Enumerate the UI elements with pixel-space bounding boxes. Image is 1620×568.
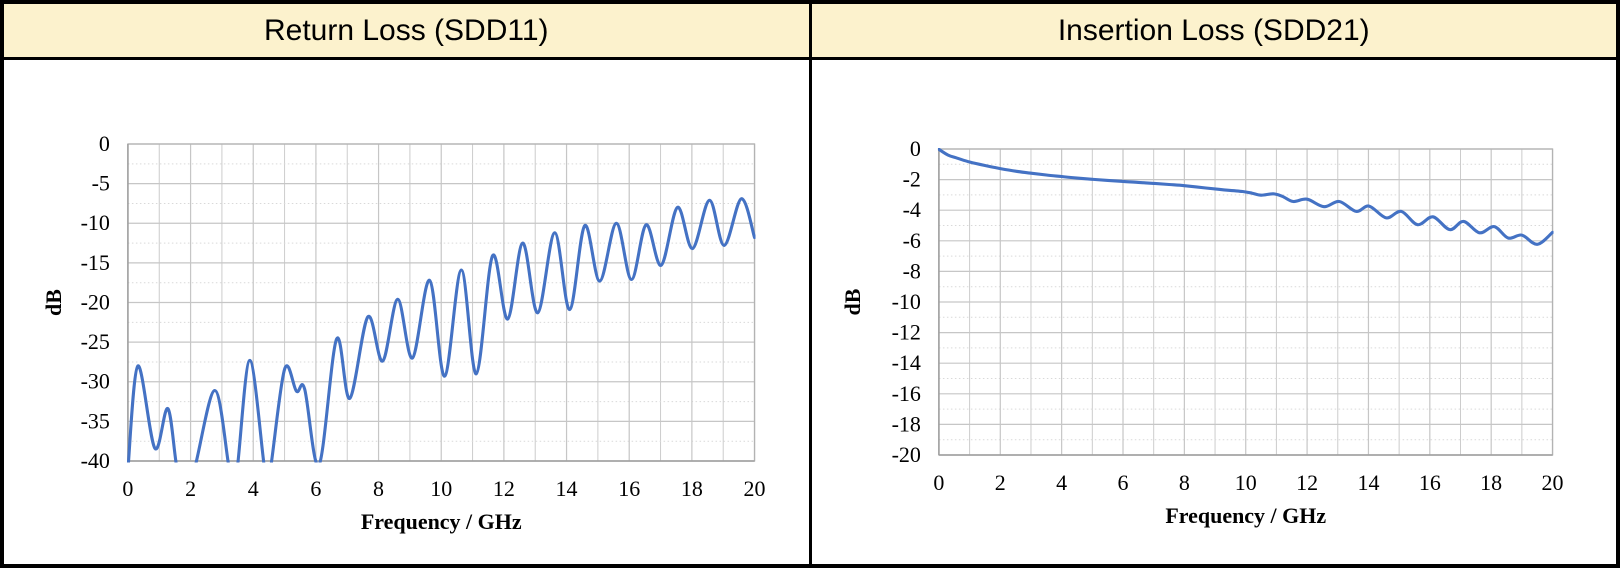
x-tick-label: 20: [744, 476, 766, 501]
x-tick-label: 8: [1178, 470, 1189, 495]
x-tick-label: 12: [1296, 470, 1318, 495]
x-axis-title: Frequency / GHz: [361, 509, 522, 534]
x-tick-label: 0: [122, 476, 133, 501]
return-loss-chart: 0 -5 -10 -15 -20 -25 -30 -35 -40 0 2 4 6 8 10 12 14 16 18 2…: [41, 131, 766, 534]
x-tick-label: 0: [933, 470, 944, 495]
series-line-sdd11: [126, 197, 756, 463]
y-tick-label: -10: [891, 289, 920, 314]
series-line-sdd21: [937, 148, 1554, 246]
x-tick-label: 18: [1480, 470, 1502, 495]
y-tick-label: -4: [902, 197, 920, 222]
x-tick-label: 16: [618, 476, 640, 501]
x-tick-label: 12: [493, 476, 515, 501]
header-cell-return-loss: Return Loss (SDD11): [4, 4, 809, 57]
y-tick-label: -12: [891, 320, 920, 345]
x-tick-label: 2: [994, 470, 1005, 495]
return-loss-header-label: Return Loss (SDD11): [263, 13, 549, 47]
y-axis-title: dB: [41, 289, 66, 316]
insertion-loss-chart-cell: 0 -2 -4 -6 -8 -10 -12 -14 -16 -18 -20 0 2 4 6 8 10 12 14 16…: [808, 60, 1616, 564]
y-tick-label: 0: [909, 136, 920, 161]
return-loss-chart-cell: 0 -5 -10 -15 -20 -25 -30 -35 -40 0 2 4 6 8 10 12 14 16 18 2…: [4, 60, 809, 564]
x-tick-label: 8: [373, 476, 384, 501]
insertion-loss-header-label: Insertion Loss (SDD21): [1057, 13, 1370, 47]
x-tick-label: 20: [1541, 470, 1563, 495]
x-tick-label: 10: [430, 476, 452, 501]
y-tick-label: -16: [891, 381, 920, 406]
y-tick-label: -20: [891, 442, 920, 467]
x-tick-label: 2: [185, 476, 196, 501]
y-axis-title: dB: [839, 288, 864, 315]
y-tick-label: -25: [81, 329, 110, 354]
y-tick-label: -35: [81, 408, 110, 433]
y-tick-label: -30: [81, 369, 110, 394]
y-tick-label: -6: [902, 228, 920, 253]
y-tick-label: -40: [81, 448, 110, 473]
header-cell-insertion-loss: Insertion Loss (SDD21): [808, 4, 1616, 57]
table-header-row: Return Loss (SDD11) Insertion Loss (SDD2…: [4, 4, 1616, 60]
x-tick-label: 6: [1117, 470, 1128, 495]
table-body-row: 0 -5 -10 -15 -20 -25 -30 -35 -40 0 2 4 6 8 10 12 14 16 18 2…: [4, 60, 1616, 564]
x-tick-label: 16: [1418, 470, 1440, 495]
x-tick-label: 10: [1234, 470, 1256, 495]
x-tick-label: 4: [248, 476, 259, 501]
x-tick-label: 18: [681, 476, 703, 501]
x-tick-label: 4: [1056, 470, 1067, 495]
y-tick-label: -10: [81, 210, 110, 235]
y-tick-label: -2: [902, 167, 920, 192]
y-tick-label: -20: [81, 289, 110, 314]
y-tick-label: -15: [81, 250, 110, 275]
y-tick-label: -14: [891, 350, 920, 375]
y-tick-label: -18: [891, 411, 920, 436]
x-axis-title: Frequency / GHz: [1165, 503, 1326, 528]
x-tick-label: 14: [556, 476, 578, 501]
x-tick-label: 14: [1357, 470, 1379, 495]
y-tick-label: -8: [902, 258, 920, 283]
y-tick-label: 0: [99, 131, 110, 156]
y-tick-label: -5: [92, 171, 110, 196]
insertion-loss-chart: 0 -2 -4 -6 -8 -10 -12 -14 -16 -18 -20 0 2 4 6 8 10 12 14 16…: [839, 136, 1563, 528]
x-tick-label: 6: [310, 476, 321, 501]
